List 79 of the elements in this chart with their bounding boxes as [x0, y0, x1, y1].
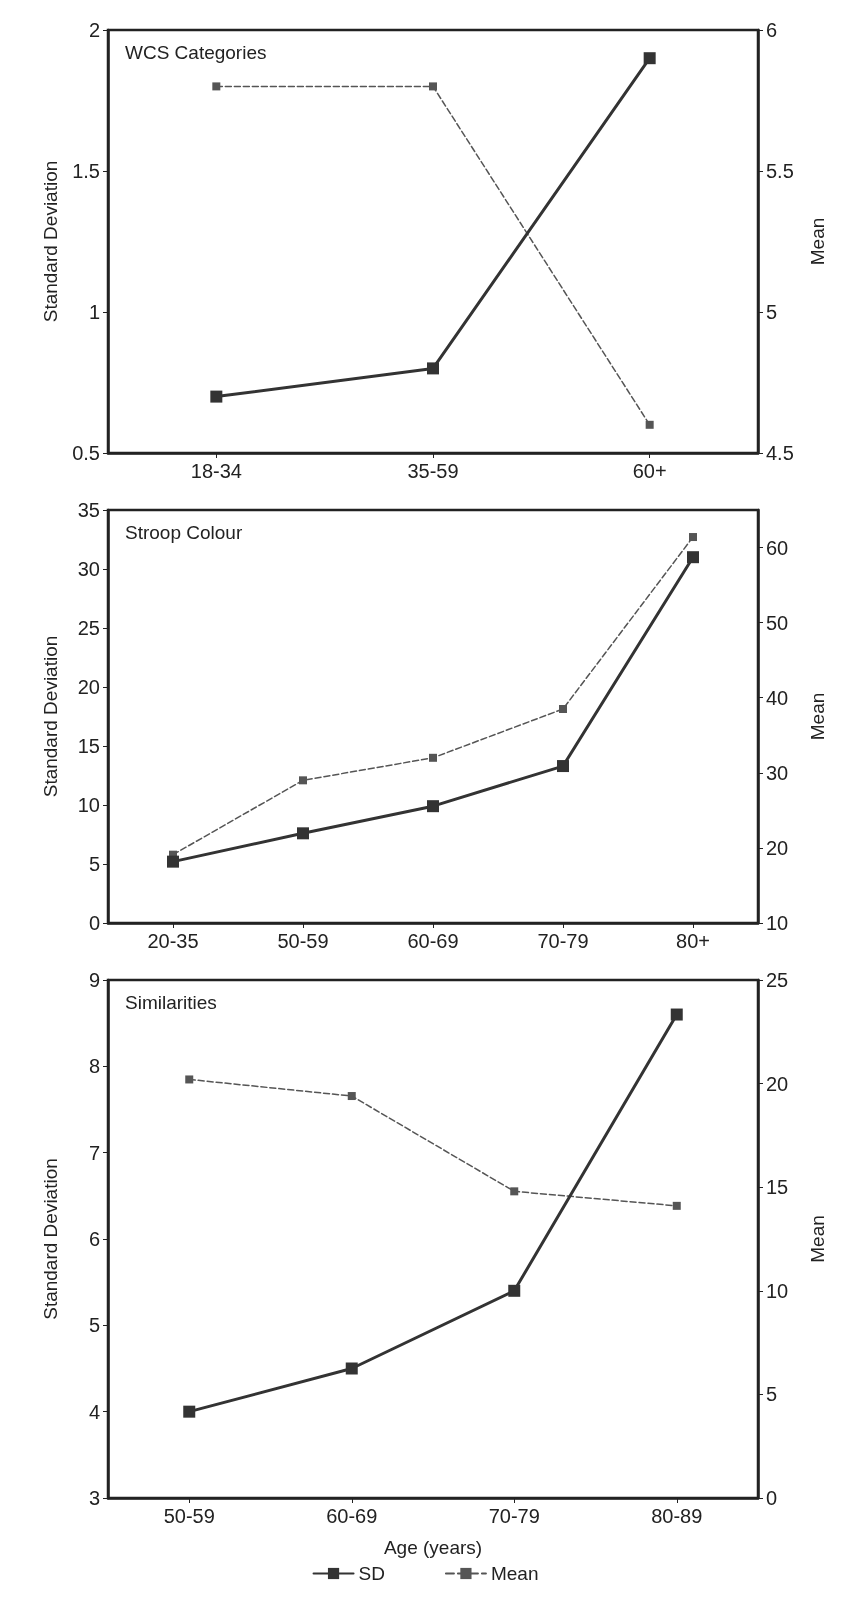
text: WCS Categories	[125, 42, 267, 63]
point	[508, 1284, 521, 1297]
point	[643, 52, 656, 65]
x-tick-label: 70-79	[537, 930, 589, 952]
y-tick-label: 6	[88, 1228, 100, 1250]
y-tick-label: 0.5	[72, 442, 100, 464]
point	[210, 390, 223, 403]
y2-tick-label: 30	[766, 761, 789, 784]
y-tick-label: 0	[88, 912, 100, 934]
point	[183, 1405, 196, 1418]
point	[347, 1092, 356, 1101]
y-axis-title: Standard Deviation	[40, 160, 61, 323]
point	[345, 1362, 358, 1375]
y-tick-label: 15	[77, 735, 100, 757]
x-tick-label: 50-59	[163, 1505, 215, 1527]
point	[559, 704, 567, 713]
x-tick-label: 80+	[676, 930, 710, 952]
y2-tick-label: 40	[766, 686, 789, 709]
x-tick-label: 50-59	[277, 930, 329, 952]
y-tick-label: 7	[88, 1141, 100, 1164]
y2-tick-label: 5	[766, 1383, 778, 1406]
x-tick-label: 60+	[632, 460, 667, 482]
y2-tick-label: 4.5	[766, 442, 794, 464]
y-tick-label: 1.5	[72, 160, 100, 182]
x-tick-label: 35-59	[407, 460, 459, 482]
point	[557, 760, 569, 773]
y2-tick-label: 25	[766, 969, 789, 991]
y-axis-title: Standard Deviation	[40, 635, 61, 798]
y-tick-label: 3	[88, 1487, 100, 1509]
y2-axis-title: Mean	[807, 692, 828, 741]
point	[299, 776, 307, 785]
y-tick-label: 5	[88, 853, 100, 875]
point	[427, 800, 439, 813]
point	[429, 753, 437, 762]
text: Stroop Colour	[125, 522, 243, 543]
x-tick-label: 60-69	[407, 930, 459, 952]
x-tick-label: 20-35	[147, 930, 199, 952]
y-tick-label: 2	[88, 19, 100, 41]
point	[167, 855, 179, 868]
y-tick-label: 9	[88, 969, 100, 991]
y-tick-label: 5	[88, 1314, 100, 1337]
point	[427, 362, 439, 375]
x-tick-label: 60-69	[326, 1505, 378, 1527]
x-tick-label: 80-89	[651, 1505, 703, 1527]
y2-axis-title: Mean	[807, 217, 828, 266]
y2-tick-label: 20	[766, 1072, 789, 1095]
y2-tick-label: 0	[766, 1487, 778, 1509]
y-tick-label: 20	[77, 676, 100, 698]
y-tick-label: 30	[77, 558, 100, 580]
y-tick-label: 10	[77, 794, 100, 816]
y-tick-label: 8	[88, 1055, 100, 1078]
point	[687, 551, 699, 564]
y2-axis-title: Mean	[807, 1215, 828, 1263]
point	[689, 533, 697, 542]
y-tick-label: 25	[77, 617, 100, 639]
y-axis-title: Standard Deviation	[40, 1158, 61, 1320]
y2-tick-label: 10	[766, 1279, 789, 1302]
y2-tick-label: 5	[766, 301, 778, 323]
x-tick-label: 70-79	[488, 1505, 540, 1527]
y-tick-label: 4	[88, 1400, 100, 1423]
y2-tick-label: 50	[766, 611, 789, 634]
legend-label: SD	[358, 1563, 385, 1584]
y2-tick-label: 20	[766, 836, 789, 859]
point	[297, 827, 309, 840]
y-tick-label: 1	[88, 301, 100, 323]
point	[510, 1187, 519, 1196]
x-axis-title: Age (years)	[383, 1537, 483, 1558]
legend-label: Mean	[490, 1563, 539, 1584]
y2-tick-label: 15	[766, 1176, 789, 1199]
y2-tick-label: 60	[766, 536, 789, 559]
x-tick-label: 18-34	[190, 460, 242, 482]
y-tick-label: 35	[77, 499, 100, 521]
y2-tick-label: 6	[766, 19, 778, 41]
y2-tick-label: 5.5	[766, 160, 794, 182]
text: Similarities	[125, 992, 217, 1013]
point	[670, 1008, 683, 1021]
y2-tick-label: 10	[766, 912, 789, 934]
point	[185, 1075, 194, 1084]
point	[672, 1201, 681, 1210]
